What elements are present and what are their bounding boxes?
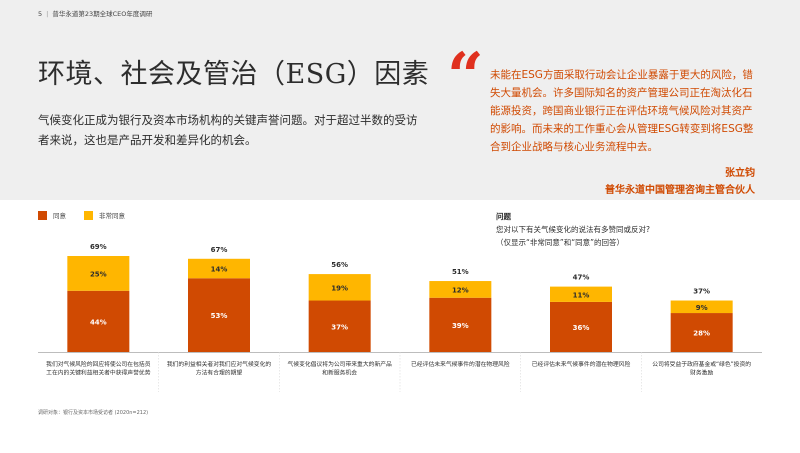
intro-text: 气候变化正成为银行及资本市场机构的关键声誉问题。对于超过半数的受访者来说，这也是…: [38, 113, 418, 147]
category-label-line: 财务激励: [690, 369, 713, 377]
bar-total-label: 56%: [331, 261, 348, 269]
bar-value-label: 9%: [696, 304, 708, 312]
bar-value-label: 19%: [331, 284, 348, 292]
bar-segment-agree: [670, 313, 733, 352]
bar-segment-strongly-agree: [67, 256, 130, 291]
bar-segment-strongly-agree: [550, 286, 612, 302]
bar-value-label: 14%: [211, 266, 228, 274]
page-number: 5: [38, 10, 43, 18]
legend-item-agree: 同意: [38, 210, 66, 220]
bar-segment-agree: [550, 301, 612, 352]
bar-segment-agree: [188, 278, 250, 352]
category-label-line: 公司将受益于政府基金或“绿色”投资的: [652, 360, 751, 368]
question-note: （仅显示“非常同意”和“同意”的回答）: [496, 238, 625, 247]
legend-label-agree: 同意: [53, 212, 66, 220]
question-text: 您对以下有关气候变化的说法有多赞同或反对?: [496, 225, 650, 234]
legend-swatch-strongly-agree: [84, 210, 93, 220]
quote-text: 未能在ESG方面采取行动会让企业暴露于更大的风险，错失大量机会。许多国际知名的资…: [490, 69, 754, 153]
page-title: 环境、社会及管治（ESG）因素: [38, 59, 430, 90]
bar-segment-agree: [308, 300, 371, 352]
category-label-line: 和新服务机会: [322, 369, 357, 377]
top-panel: [0, 0, 800, 200]
bar-value-label: 53%: [211, 312, 228, 320]
category-label-line: 方法有合理的期望: [196, 369, 243, 377]
category-label-line: 气候变化倡议将为公司带来重大的新产品: [287, 360, 392, 368]
bar-total-label: 47%: [573, 274, 590, 282]
bar-segment-strongly-agree: [670, 300, 733, 314]
legend-item-strongly-agree: 非常同意: [84, 210, 125, 220]
bar-value-label: 39%: [452, 322, 469, 330]
category-label: 已经评估未来气候事件的潜在物理风险: [411, 360, 510, 368]
bar-value-label: 28%: [693, 330, 710, 338]
quote-author-role: 普华永道中国管理咨询主管合伙人: [605, 185, 755, 196]
category-label-line: 工在内的关键利益相关者中获得声誉优势: [46, 369, 151, 377]
category-label-line: 我们对气候风险的回应将使公司在包括员: [46, 360, 151, 368]
category-label-line: 已经评估未来气候事件的潜在物理风险: [532, 360, 631, 368]
chart-legend: 同意 非常同意: [38, 210, 125, 220]
bar-value-label: 12%: [452, 286, 469, 294]
footnote: 调研对象：银行及资本市场受访者 (2020n=212): [38, 410, 149, 416]
bar-segment-agree: [429, 297, 492, 352]
bar-segment-strongly-agree: [429, 281, 492, 298]
header-separator: |: [46, 10, 49, 18]
bar-value-label: 25%: [90, 270, 107, 278]
bar-segment-agree: [67, 290, 130, 352]
report-title: 普华永道第23期全球CEO年度调研: [52, 10, 153, 18]
legend-swatch-agree: [38, 210, 47, 220]
category-label-line: 我们的利益相关者对我们应对气候变化的: [167, 360, 272, 368]
bar-segment-strongly-agree: [308, 274, 371, 301]
bar-value-label: 44%: [90, 318, 107, 326]
page-header: 5 | 普华永道第23期全球CEO年度调研: [38, 8, 152, 18]
category-label: 公司将受益于政府基金或“绿色”投资的财务激励: [652, 360, 751, 377]
bar-total-label: 67%: [211, 246, 228, 254]
quote-mark-icon: “: [447, 39, 484, 114]
quote-author: 张立钧: [725, 168, 755, 179]
survey-question: 问题 您对以下有关气候变化的说法有多赞同或反对? （仅显示“非常同意”和“同意”…: [496, 210, 650, 249]
category-label: 气候变化倡议将为公司带来重大的新产品和新服务机会: [287, 360, 392, 377]
legend-label-strongly-agree: 非常同意: [99, 212, 125, 220]
category-label-line: 已经评估未来气候事件的潜在物理风险: [411, 360, 510, 368]
bar-segment-strongly-agree: [188, 258, 250, 279]
category-label: 我们的利益相关者对我们应对气候变化的方法有合理的期望: [167, 360, 272, 377]
bar-value-label: 11%: [573, 291, 590, 299]
bar-value-label: 36%: [573, 324, 590, 332]
category-label: 已经评估未来气候事件的潜在物理风险: [532, 360, 631, 368]
question-title: 问题: [496, 212, 511, 221]
bar-total-label: 69%: [90, 243, 107, 251]
bar-total-label: 51%: [452, 268, 469, 276]
category-label: 我们对气候风险的回应将使公司在包括员工在内的关键利益相关者中获得声誉优势: [46, 360, 151, 377]
bar-total-label: 37%: [693, 288, 710, 296]
bar-value-label: 37%: [331, 323, 348, 331]
